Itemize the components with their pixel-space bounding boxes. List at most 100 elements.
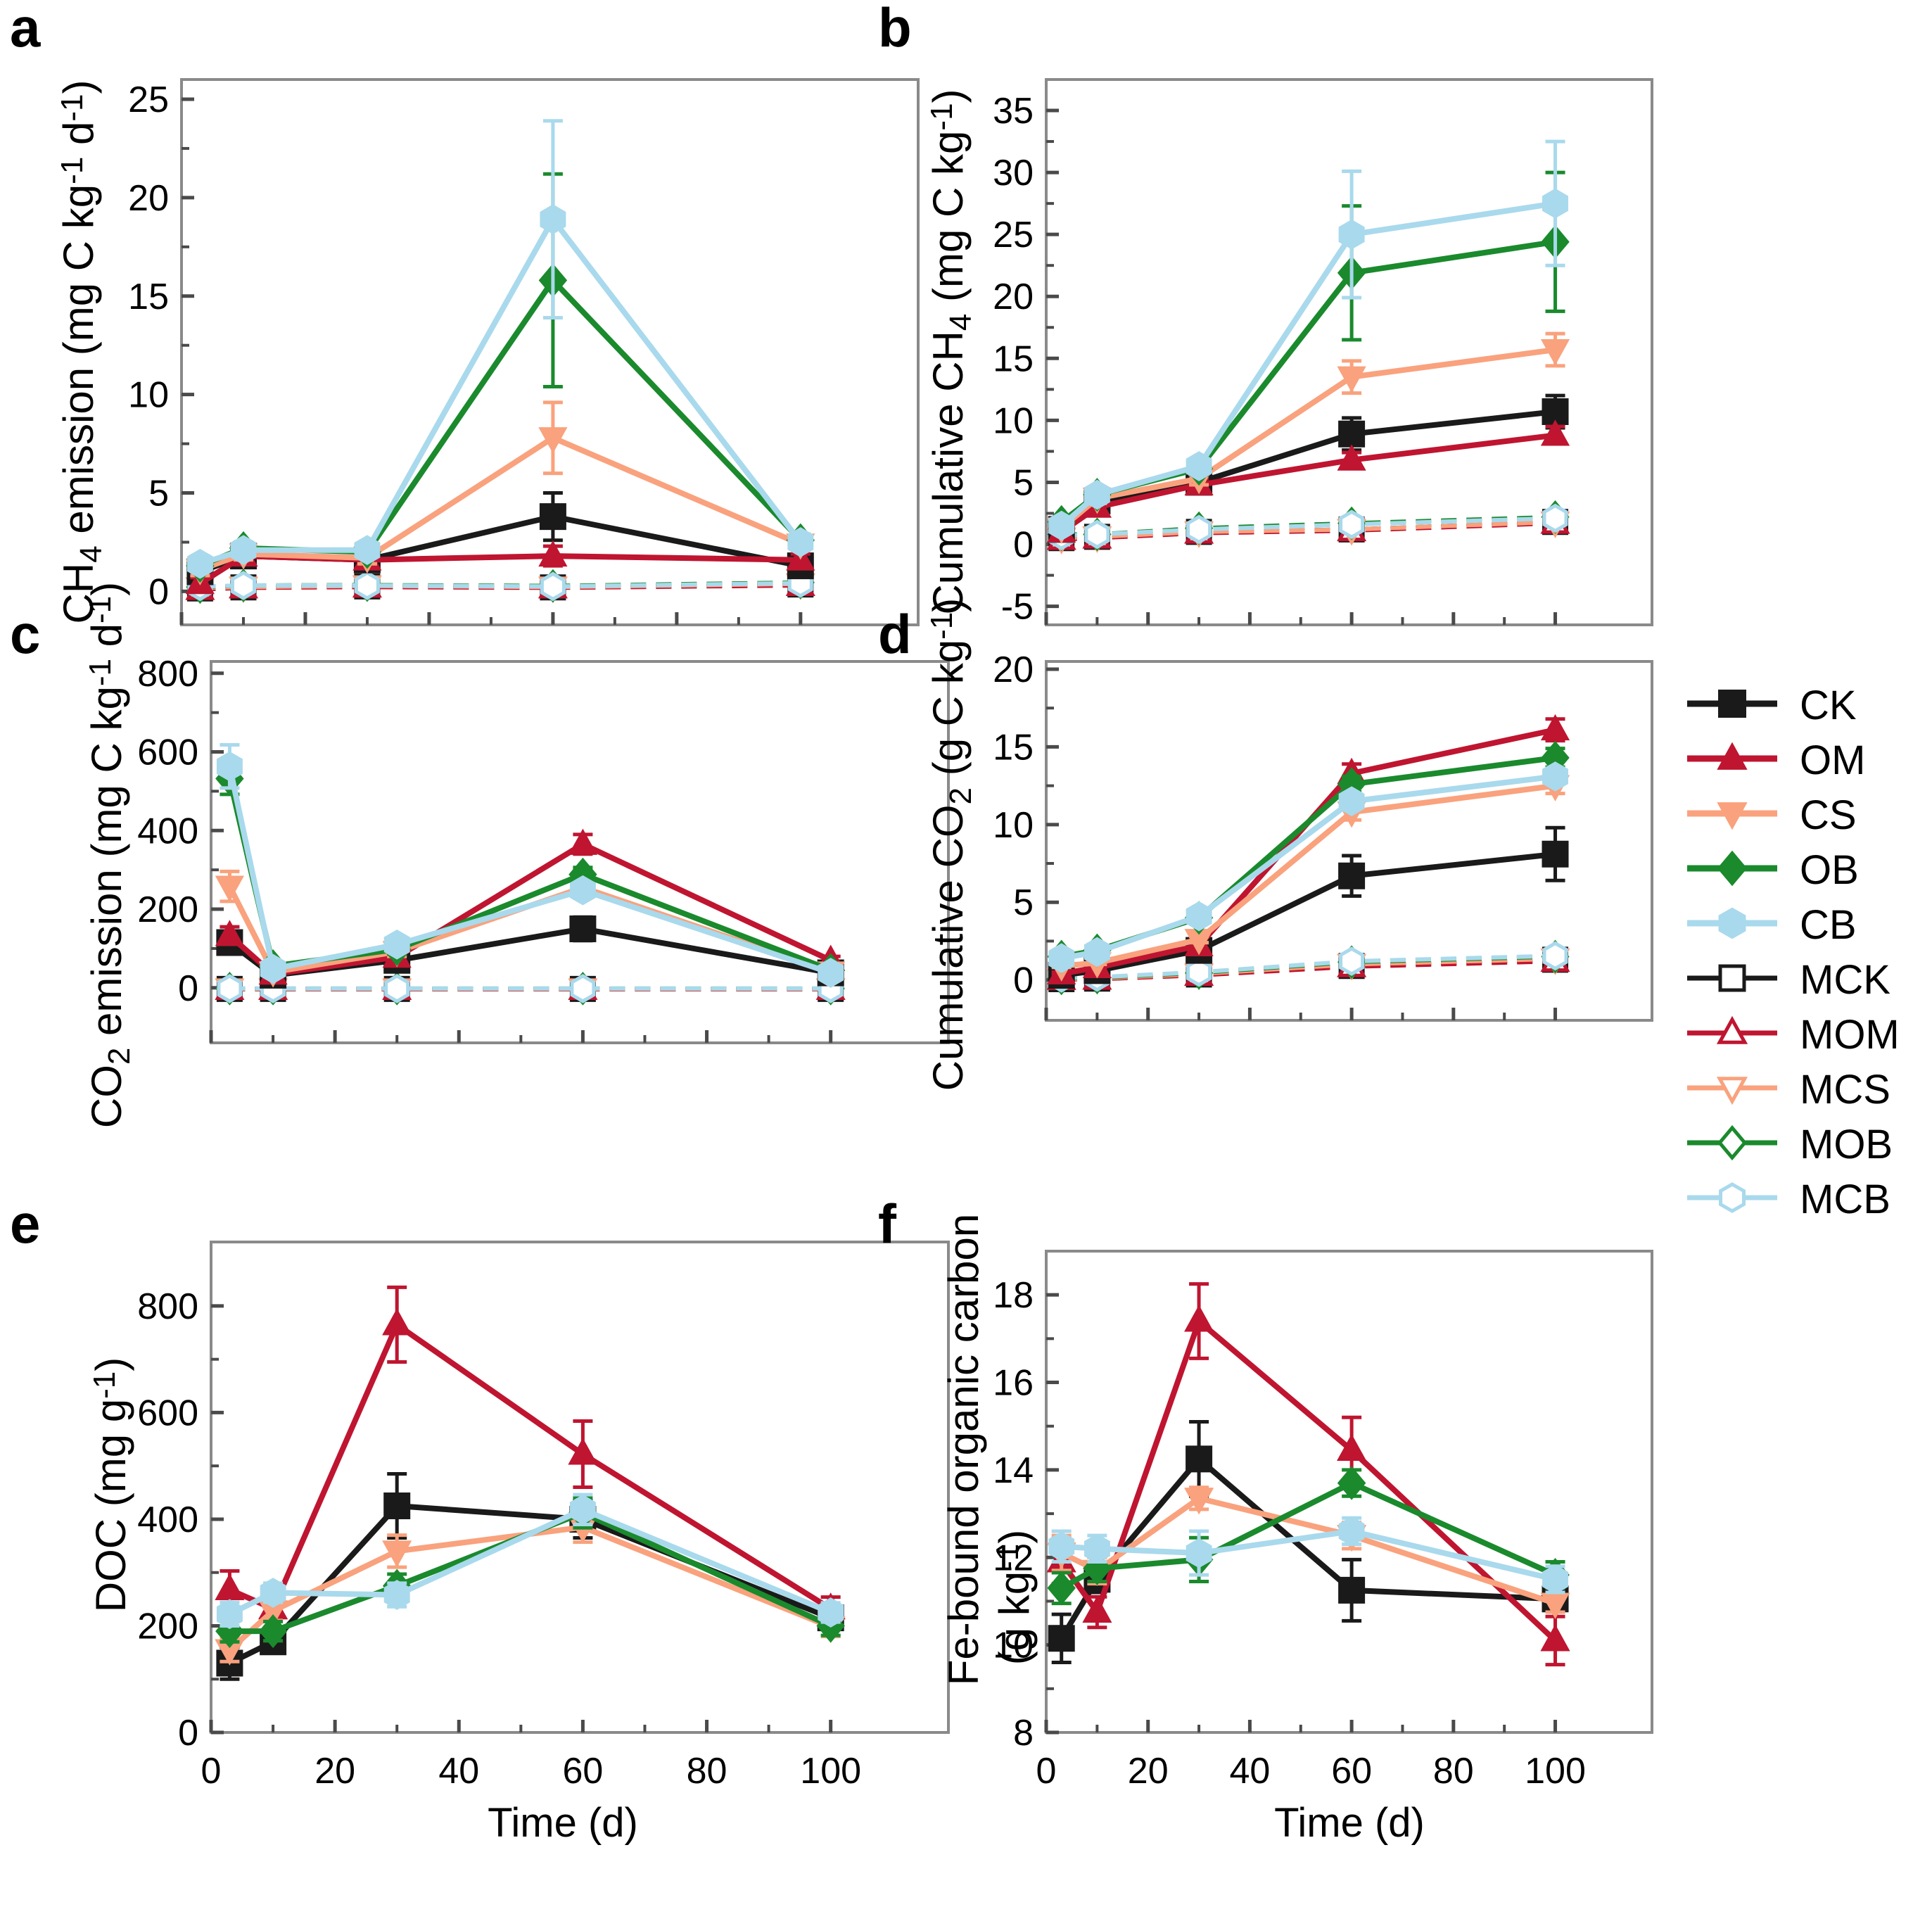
legend-marker-hexagon-icon [1719,1182,1746,1213]
data-point-marker [1184,1488,1214,1514]
legend-label: MCS [1800,1067,1890,1113]
legend-item-om[interactable]: OM [1687,737,1865,783]
data-point-marker [1082,1596,1112,1623]
data-point-marker [1048,1531,1075,1562]
data-point-marker [230,571,257,600]
y-tick-label: 8 [1013,1713,1034,1754]
data-point-marker [1338,1516,1365,1547]
data-point-marker [217,974,243,1003]
data-point-marker [540,571,566,602]
legend-item-cs[interactable]: CS [1687,792,1857,838]
legend-label: MCB [1800,1177,1890,1222]
panel-letter-c: c [10,603,41,665]
y-axis-c: 0 200 400 600 800 [137,654,224,1009]
legend-item-ck[interactable]: CK [1687,683,1857,728]
x-tick-label: 20 [314,1751,355,1792]
y-tick-label: 25 [993,215,1034,255]
data-point-marker [1337,366,1366,393]
panel-letter-f: f [878,1193,896,1255]
y-tick-label: 200 [137,1606,198,1647]
y-tick-label: 5 [1013,462,1034,503]
legend-marker-triangle-down-icon [1717,802,1748,830]
axis-title-panel-e-text: DOC (mg g-1) [87,1357,134,1612]
data-point-marker [568,1438,597,1465]
y-tick-label: 20 [993,649,1034,690]
legend-item-ob[interactable]: OB [1687,847,1859,893]
y-tick-label: 20 [993,277,1034,317]
legend-item-cb[interactable]: CB [1687,902,1857,948]
data-point-marker [1339,509,1365,540]
y-tick-label: 15 [993,727,1034,768]
legend-item-mom[interactable]: MOM [1687,1012,1900,1058]
legend-label: CB [1800,902,1857,948]
panel-d: 0 5 10 15 20 [993,649,1653,1022]
data-point-marker [383,1580,410,1610]
axis-title-panel-c-text: CO2 emission (mg C kg-1 d-1) [83,582,136,1128]
y-axis-b: -5 0 5 10 15 20 25 30 35 [993,91,1059,628]
y-tick-label: 15 [128,277,169,317]
data-point-marker [1542,761,1568,792]
axis-title-panel-e: DOC (mg g-1) [87,1357,134,1612]
y-tick-label: 800 [137,1286,198,1327]
y-tick-label: 16 [993,1363,1034,1404]
data-point-marker [383,929,410,960]
data-point-marker [1186,1538,1212,1568]
data-point-marker [1083,937,1110,968]
axis-title-panel-d: Cumulative CO2 (g C kg-1) [924,598,978,1091]
legend-item-mcs[interactable]: MCS [1687,1067,1890,1113]
y-tick-label: 10 [993,805,1034,846]
data-point-marker [354,535,381,566]
data-point-marker [1338,862,1366,889]
x-tick-label: 80 [687,1751,727,1792]
axis-title-panel-c: CO2 emission (mg C kg-1 d-1) [83,582,136,1128]
x-tick-label: 20 [1128,1751,1169,1792]
series-cs-e [215,1510,846,1666]
data-point-marker [1083,1533,1110,1564]
data-point-marker [1338,219,1365,250]
legend-marker-hexagon-icon [1718,907,1746,939]
data-point-marker [1048,1625,1075,1652]
x-tick-label: 0 [1036,1751,1057,1792]
y-tick-label: 400 [137,811,198,851]
data-point-marker [1337,1434,1366,1461]
y-tick-label: 400 [137,1500,198,1540]
legend-marker-square-icon [1718,690,1746,718]
legend-item-mcb[interactable]: MCB [1687,1177,1890,1222]
data-point-marker [1542,840,1569,868]
legend-item-mck[interactable]: MCK [1687,957,1890,1003]
y-tick-label: 200 [137,889,198,930]
legend-label: MOM [1800,1012,1900,1058]
x-axis-title-right: Time (d) [1274,1800,1425,1846]
data-point-marker [538,540,568,567]
data-point-marker [1542,398,1569,425]
series-cb-d [1048,761,1568,974]
legend-item-mob[interactable]: MOB [1687,1122,1893,1167]
data-point-marker [538,427,568,454]
data-point-marker [818,1597,844,1628]
y-tick-label: 15 [993,338,1034,379]
data-point-marker [216,1599,243,1630]
data-point-marker [354,571,380,600]
data-point-marker [1048,510,1075,541]
data-point-marker [569,1494,596,1525]
y-tick-label: 18 [993,1275,1034,1316]
data-point-marker [260,1578,286,1608]
y-tick-label: 5 [1013,882,1034,923]
y-axis-d: 0 5 10 15 20 [993,649,1059,1001]
panel-letter-e: e [10,1193,41,1255]
legend-label: MOB [1800,1122,1893,1167]
data-point-marker [1540,419,1570,446]
data-point-marker [1339,946,1365,976]
x-tick-label: 40 [438,1751,479,1792]
data-point-marker [1540,338,1570,366]
x-tick-label: 100 [1525,1751,1586,1792]
x-tick-label: 60 [562,1751,603,1792]
y-tick-label: 14 [993,1450,1034,1491]
axis-title-panel-f-line1-text: Fe-bound organic carbon [940,1214,987,1685]
axis-title-panel-f-line1: Fe-bound organic carbon [940,1214,987,1685]
legend-marker-square-icon [1718,964,1746,992]
y-tick-label: 20 [128,178,169,219]
x-axis-f: 0 20 40 60 80 100 [1036,1720,1586,1792]
data-point-marker [1084,519,1110,550]
